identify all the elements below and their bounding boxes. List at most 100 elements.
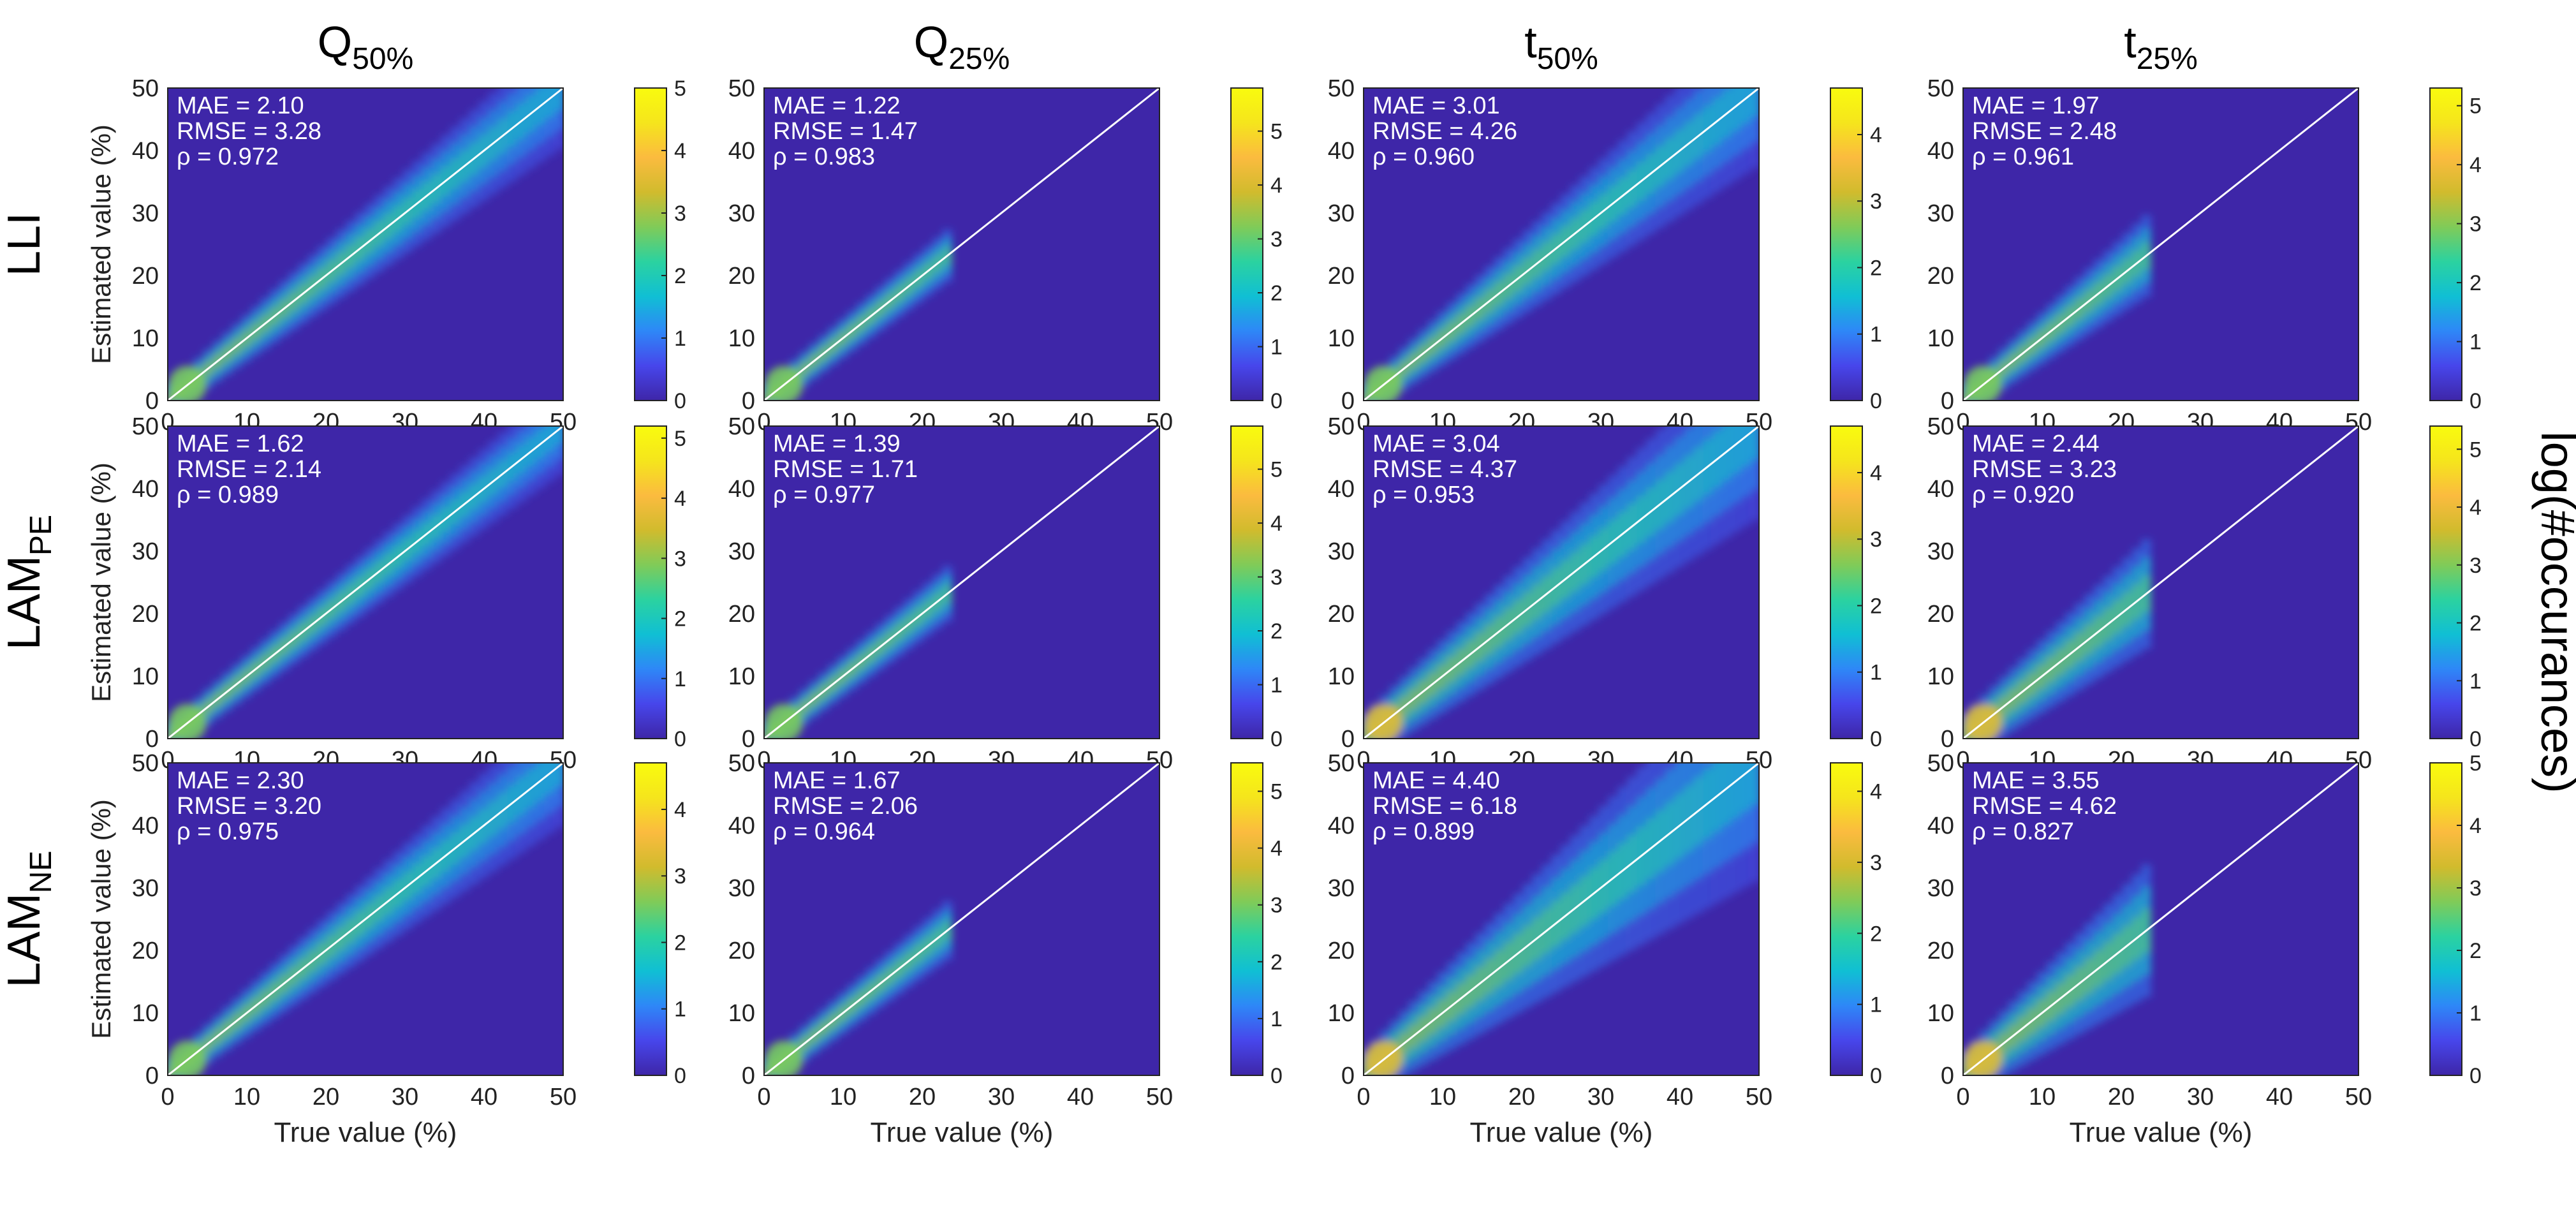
- stat-rho: ρ = 0.983: [773, 144, 875, 170]
- colorbar-tick-label: 4: [674, 139, 686, 163]
- x-axis-label: True value (%): [1470, 1117, 1653, 1148]
- y-tick-label: 30: [132, 875, 159, 902]
- x-axis-label: True value (%): [2070, 1117, 2253, 1148]
- colorbar-tick-label: 3: [1870, 189, 1882, 214]
- y-tick-label: 0: [145, 1063, 159, 1089]
- y-tick-label: 20: [728, 938, 755, 964]
- colorbar-tick-label: 0: [1270, 727, 1283, 751]
- y-tick-label: 30: [1927, 538, 1954, 565]
- identity-line: [167, 87, 564, 402]
- stat-rmse: RMSE = 3.20: [177, 793, 321, 820]
- colorbar-tick-label: 2: [1870, 256, 1882, 280]
- colorbar-tick-label: 1: [1270, 674, 1283, 698]
- y-tick-label: 10: [1328, 663, 1355, 690]
- colorbar-tick-label: 4: [674, 798, 686, 822]
- y-tick-label: 40: [132, 476, 159, 503]
- column-title-2: t50%: [1524, 17, 1598, 76]
- colorbar: [2429, 87, 2462, 401]
- y-tick-label: 20: [1328, 263, 1355, 290]
- colorbar-tick-label: 2: [1270, 619, 1283, 644]
- colorbar: [634, 425, 667, 739]
- y-tick-label: 40: [728, 813, 755, 839]
- colorbar-tick-label: 0: [2469, 727, 2482, 751]
- y-tick-label: 10: [728, 663, 755, 690]
- y-tick-label: 40: [132, 138, 159, 165]
- axes-box: [1962, 87, 2359, 401]
- y-tick-label: 20: [1328, 938, 1355, 964]
- stat-rho: ρ = 0.972: [177, 144, 279, 170]
- colorbar-tick-label: 3: [2469, 876, 2482, 901]
- colorbar-tick-label: 2: [1870, 594, 1882, 618]
- column-title-3: t25%: [2124, 17, 2198, 76]
- stat-rho: ρ = 0.920: [1972, 482, 2074, 508]
- y-tick-label: 0: [1341, 388, 1355, 415]
- x-tick-label: 10: [233, 1084, 260, 1110]
- y-tick-label: 20: [132, 938, 159, 964]
- x-tick-label: 20: [2108, 1084, 2135, 1110]
- y-tick-label: 40: [1927, 138, 1954, 165]
- y-tick-label: 10: [1328, 1000, 1355, 1027]
- colorbar-tick-label: 0: [674, 727, 686, 751]
- colorbar-tick-label: 2: [2469, 612, 2482, 636]
- y-tick-label: 30: [728, 538, 755, 565]
- y-tick-label: 40: [1328, 138, 1355, 165]
- x-tick-label: 20: [313, 1084, 339, 1110]
- axes-box: [167, 87, 564, 401]
- y-tick-label: 50: [1927, 75, 1954, 102]
- x-tick-label: 10: [1429, 1084, 1456, 1110]
- x-tick-label: 50: [2345, 1084, 2372, 1110]
- stat-mae: MAE = 3.01: [1373, 92, 1500, 119]
- x-tick-label: 0: [1956, 1084, 1969, 1110]
- stat-mae: MAE = 1.67: [773, 767, 901, 794]
- y-tick-label: 10: [1927, 325, 1954, 352]
- colorbar-tick-label: 4: [1870, 123, 1882, 147]
- y-tick-label: 50: [728, 75, 755, 102]
- y-tick-label: 30: [132, 200, 159, 227]
- colorbar-tick-label: 1: [1870, 993, 1882, 1017]
- stat-rho: ρ = 0.975: [177, 818, 279, 845]
- stat-mae: MAE = 4.40: [1373, 767, 1500, 794]
- colorbar-tick-label: 4: [1870, 780, 1882, 804]
- x-tick-label: 40: [471, 1084, 497, 1110]
- y-tick-label: 10: [1927, 663, 1954, 690]
- stat-rmse: RMSE = 3.23: [1972, 456, 2117, 483]
- y-tick-label: 0: [742, 726, 755, 753]
- y-tick-label: 20: [1927, 938, 1954, 964]
- y-tick-label: 40: [132, 813, 159, 839]
- density-band: [168, 763, 563, 1075]
- y-tick-label: 50: [728, 750, 755, 777]
- x-tick-label: 30: [988, 1084, 1015, 1110]
- y-tick-label: 50: [132, 750, 159, 777]
- colorbar: [1230, 87, 1263, 401]
- colorbar-tick-label: 4: [1270, 837, 1283, 861]
- colorbar-tick-label: 2: [674, 264, 686, 288]
- stat-rmse: RMSE = 2.06: [773, 793, 918, 820]
- column-title-1: Q25%: [914, 17, 1010, 76]
- x-tick-label: 20: [909, 1084, 936, 1110]
- y-tick-label: 0: [145, 388, 159, 415]
- stat-mae: MAE = 3.04: [1373, 431, 1500, 457]
- y-tick-label: 40: [1927, 813, 1954, 839]
- colorbar-tick-label: 3: [674, 547, 686, 571]
- y-tick-label: 50: [132, 75, 159, 102]
- y-tick-label: 50: [1328, 750, 1355, 777]
- y-tick-label: 50: [1328, 413, 1355, 440]
- x-tick-label: 0: [161, 1084, 174, 1110]
- x-tick-label: 30: [1587, 1084, 1614, 1110]
- colorbar: [634, 762, 667, 1076]
- identity-line: [1363, 762, 1760, 1077]
- stat-mae: MAE = 2.44: [1972, 431, 2100, 457]
- x-tick-label: 30: [2187, 1084, 2214, 1110]
- row-title-0: LLI: [0, 212, 50, 276]
- column-titles: Q50% Q25% t50% t25%: [318, 17, 2198, 76]
- identity-line: [1962, 87, 2359, 402]
- axes-box: [1363, 425, 1760, 739]
- colorbar-label: log(#occurances): [2531, 431, 2576, 793]
